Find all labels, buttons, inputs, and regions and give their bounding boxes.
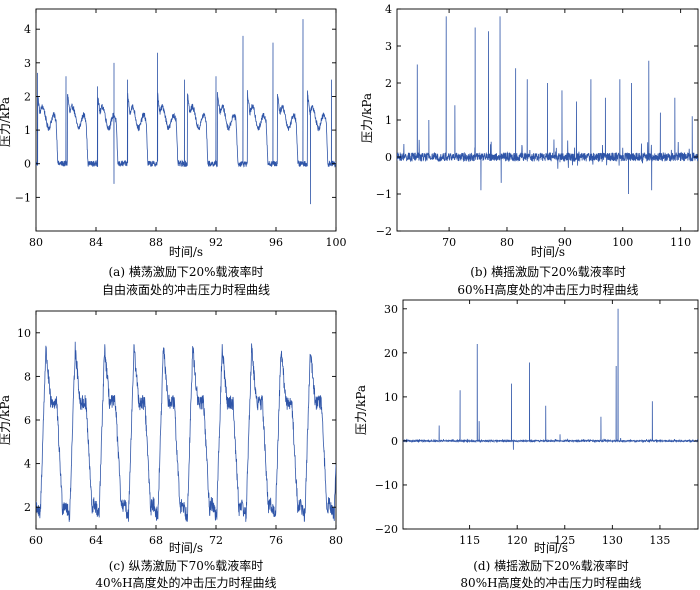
panel-c-ytick-label: 10 [17, 327, 31, 340]
panel-a-ytick-label: −1 [15, 191, 31, 204]
panel-d-xtick-label: 120 [507, 534, 528, 547]
panel-a-xtick-label: 84 [89, 236, 103, 249]
panel-a-ytick-label: 0 [24, 158, 31, 171]
panel-d-ytick-label: 10 [384, 391, 398, 404]
panel-c-xtick-label: 60 [29, 534, 43, 547]
panel-c-frame [35, 310, 337, 530]
panel-d-xtick-label: 115 [459, 534, 480, 547]
panel-d-ytick-label: 0 [391, 435, 398, 448]
panel-a-xtick-label: 100 [326, 236, 347, 249]
panel-b-ytick-label: 3 [385, 40, 392, 53]
panel-a-ytick-label: 2 [24, 90, 31, 103]
panel-b-xtick-label: 80 [500, 236, 514, 249]
panel-a-frame [35, 8, 337, 232]
panel-c-caption-line1: (c) 纵荡激励下70%载液率时 [109, 558, 264, 573]
panel-a-ylabel: 压力/kPa [0, 97, 12, 147]
panel-d-xtick-label: 125 [554, 534, 575, 547]
panel-b-xlabel: 时间/s [531, 245, 565, 259]
panel-a-ytick-label: 3 [24, 57, 31, 70]
panel-d-ylabel: 压力/kPa [354, 385, 368, 435]
panel-d-caption-line1: (d) 横摇激励下20%载液率时 [473, 558, 629, 573]
panel-a-xtick-label: 88 [149, 236, 163, 249]
panel-b-ytick-label: −1 [376, 188, 392, 201]
panel-b-xtick-label: 100 [612, 236, 633, 249]
panel-d-series-line [403, 308, 698, 450]
panel-b-ytick-label: −2 [376, 225, 392, 238]
panel-c-caption-line2: 40%H高度处的冲击压力时程曲线 [95, 575, 276, 590]
panel-a-xtick-label: 80 [29, 236, 43, 249]
panel-a-caption-line1: (a) 横荡激励下20%载液率时 [108, 264, 263, 279]
panel-b-xtick-label: 90 [558, 236, 572, 249]
panel-a-caption-line2: 自由液面处的冲击压力时程曲线 [102, 282, 270, 297]
panel-b-ylabel: 压力/kPa [360, 93, 374, 143]
panel-c-ytick-label: 8 [24, 370, 31, 383]
panel-b-caption-line1: (b) 横摇激励下20%载液率时 [470, 264, 626, 279]
panel-b: 70 80 90 100 110 −2 −1 0 1 2 3 4 压力/kPa 时间/s (b) 横摇… [360, 3, 699, 297]
panel-c-xtick-label: 76 [269, 534, 283, 547]
panel-d-plot: 115 120 125 130 135 −20 −10 0 10 20 30 [375, 299, 699, 547]
panel-d-ytick-label: 20 [384, 347, 398, 360]
panel-a-series-line [36, 19, 336, 205]
panel-d-frame [402, 299, 699, 530]
panel-c-xtick-label: 68 [149, 534, 163, 547]
panel-a-ytick-label: 1 [24, 124, 31, 137]
panel-b-plot: 70 80 90 100 110 −2 −1 0 1 2 3 4 [376, 3, 699, 249]
panel-a-plot: 80 84 88 92 96 100 −1 0 1 2 3 4 [15, 8, 347, 249]
panel-c-ytick-label: 6 [24, 414, 31, 427]
panel-d: 115 120 125 130 135 −20 −10 0 10 20 30 压力/kPa 时间/s… [354, 299, 699, 590]
panel-b-xtick-label: 70 [442, 236, 456, 249]
panel-a-ytick-label: 4 [24, 23, 31, 36]
panel-c-xtick-label: 72 [209, 534, 223, 547]
panel-c-xlabel: 时间/s [169, 541, 203, 555]
panel-b-caption-line2: 60%H高度处的冲击压力时程曲线 [457, 282, 638, 297]
panel-c-ytick-label: 4 [24, 458, 31, 471]
panel-b-series-line [397, 16, 698, 195]
panel-c-xtick-label: 80 [329, 534, 343, 547]
panel-c-series-line [36, 341, 336, 522]
panel-b-xtick-label: 110 [670, 236, 691, 249]
panel-a-xtick-label: 96 [269, 236, 283, 249]
panel-c-ylabel: 压力/kPa [0, 395, 12, 445]
panel-d-ytick-label: −20 [375, 523, 398, 536]
panel-a-xtick-label: 92 [209, 236, 223, 249]
panel-d-ytick-label: 30 [384, 303, 398, 316]
panel-d-xtick-label: 130 [602, 534, 623, 547]
panel-a-xlabel: 时间/s [169, 245, 203, 259]
panel-d-xlabel: 时间/s [534, 541, 568, 555]
panel-b-ytick-label: 2 [385, 77, 392, 90]
panel-d-ytick-label: −10 [375, 479, 398, 492]
panel-b-ytick-label: 1 [385, 114, 392, 127]
panel-c-ytick-label: 2 [24, 501, 31, 514]
panel-c-xtick-label: 64 [89, 534, 103, 547]
panel-a: 80 84 88 92 96 100 −1 0 1 2 3 4 压力/kPa 时间/s (a) 横荡激… [0, 8, 347, 297]
panel-b-ytick-label: 4 [385, 3, 392, 16]
panel-b-ytick-label: 0 [385, 151, 392, 164]
panel-d-xtick-label: 135 [649, 534, 670, 547]
panel-d-caption-line2: 80%H高度处的冲击压力时程曲线 [460, 575, 641, 590]
